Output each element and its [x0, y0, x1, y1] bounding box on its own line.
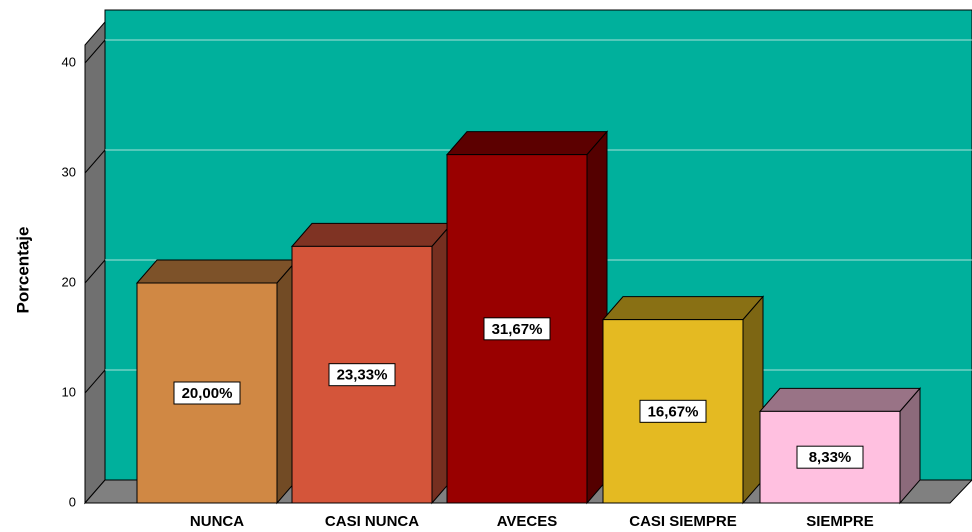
grid-line — [84, 259, 106, 284]
x-tick-label: CASI SIEMPRE — [629, 513, 737, 530]
grid-line — [84, 149, 106, 174]
x-tick-label: SIEMPRE — [806, 513, 874, 530]
label-box — [796, 445, 864, 469]
y-axis-label: Porcentaje — [13, 227, 32, 314]
label-box — [483, 317, 551, 341]
bar-top — [445, 131, 609, 156]
label-box — [173, 381, 241, 405]
label-box — [639, 399, 707, 423]
bar-top — [601, 296, 765, 321]
bar-top — [135, 259, 299, 284]
value-label: 23,33% — [337, 367, 388, 384]
value-label: 16,67% — [648, 403, 699, 420]
y-tick-label: 30 — [62, 164, 76, 179]
value-label: 20,00% — [182, 385, 233, 402]
bar-top — [290, 222, 454, 247]
x-tick-label: CASI NUNCA — [325, 513, 419, 530]
x-tick-label: NUNCA — [190, 513, 244, 530]
y-tick-label: 40 — [62, 54, 76, 69]
y-tick-label: 20 — [62, 274, 76, 289]
grid-line — [84, 39, 106, 64]
label-box — [328, 363, 396, 387]
x-tick-label: AVECES — [497, 513, 558, 530]
value-label: 31,67% — [492, 321, 543, 338]
bar-top — [758, 387, 922, 412]
y-tick-label: 10 — [62, 384, 76, 399]
grid-line — [84, 369, 106, 394]
side-wall — [84, 20, 106, 505]
y-tick-label: 0 — [69, 494, 76, 509]
value-label: 8,33% — [809, 449, 852, 466]
